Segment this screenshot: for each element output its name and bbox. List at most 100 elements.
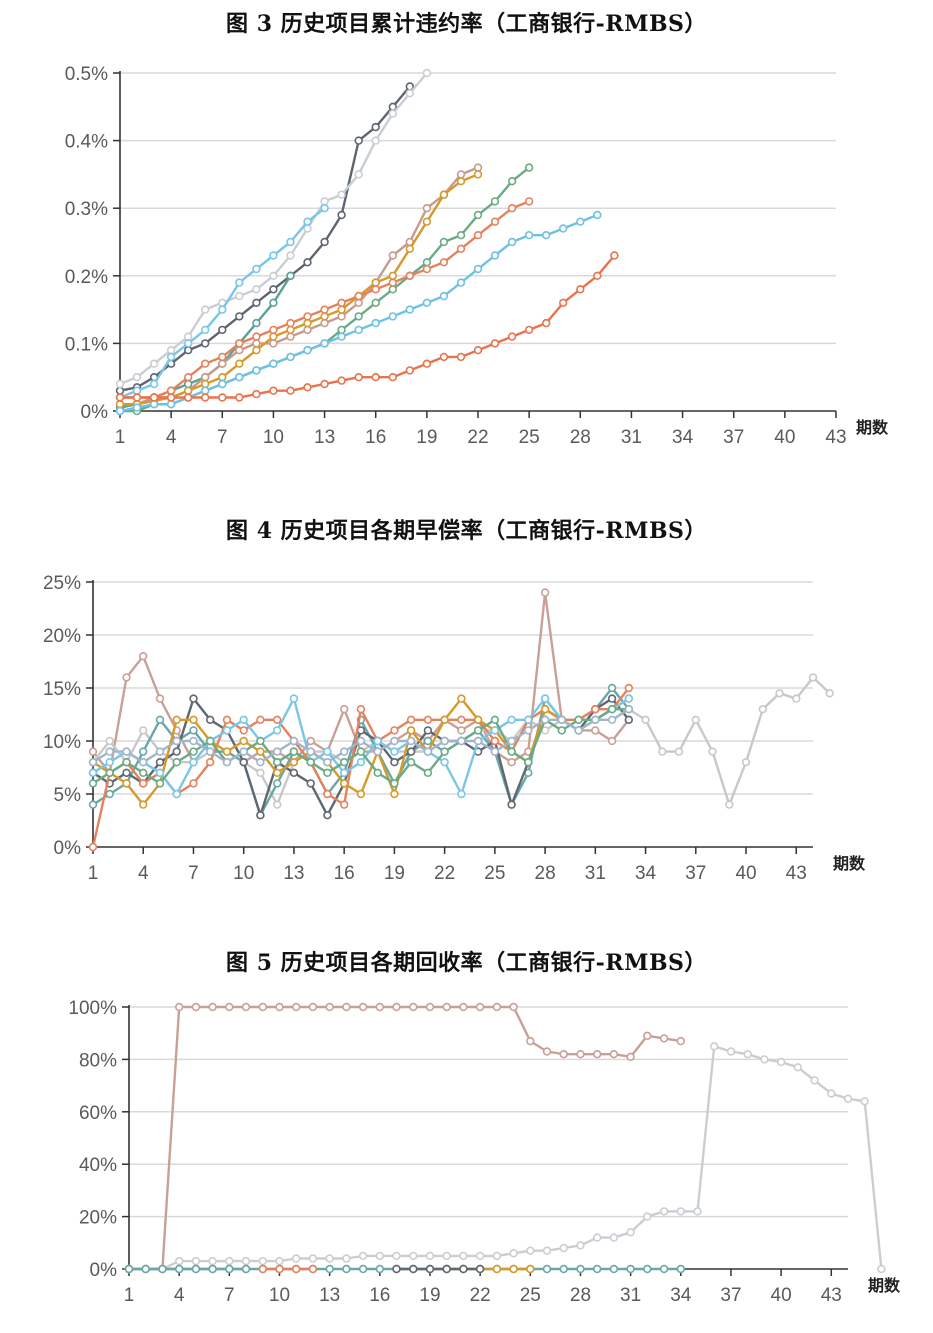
data-point[interactable] <box>155 768 165 777</box>
data-point[interactable] <box>239 726 248 735</box>
data-point[interactable] <box>320 339 329 348</box>
data-point[interactable] <box>576 217 585 226</box>
data-point[interactable] <box>406 736 416 746</box>
data-point[interactable] <box>337 298 346 307</box>
data-point[interactable] <box>743 1050 752 1059</box>
data-point[interactable] <box>337 210 346 220</box>
data-point[interactable] <box>189 726 198 735</box>
data-point[interactable] <box>371 373 380 382</box>
data-point[interactable] <box>624 715 633 725</box>
data-point[interactable] <box>239 758 248 767</box>
data-point[interactable] <box>235 393 244 402</box>
data-point[interactable] <box>390 747 399 756</box>
data-point[interactable] <box>256 768 265 777</box>
data-point[interactable] <box>115 406 125 416</box>
data-point[interactable] <box>526 1036 535 1046</box>
data-point[interactable] <box>423 736 433 746</box>
data-point[interactable] <box>691 715 700 725</box>
data-point[interactable] <box>877 1264 886 1274</box>
data-point[interactable] <box>388 271 397 280</box>
data-point[interactable] <box>456 177 466 186</box>
data-point[interactable] <box>542 1264 552 1274</box>
data-point[interactable] <box>507 177 517 186</box>
data-point[interactable] <box>406 715 416 725</box>
data-point[interactable] <box>320 312 329 321</box>
data-point[interactable] <box>607 705 617 714</box>
data-point[interactable] <box>303 217 312 226</box>
data-point[interactable] <box>456 244 466 254</box>
data-point[interactable] <box>843 1094 853 1103</box>
data-point[interactable] <box>155 715 165 725</box>
data-point[interactable] <box>356 705 366 714</box>
data-point[interactable] <box>105 736 114 746</box>
data-point[interactable] <box>225 1256 234 1266</box>
data-point[interactable] <box>405 244 414 254</box>
data-point[interactable] <box>323 768 332 777</box>
data-point[interactable] <box>524 325 534 335</box>
data-point[interactable] <box>442 1002 451 1012</box>
data-point[interactable] <box>610 251 619 260</box>
data-point[interactable] <box>457 715 466 725</box>
data-point[interactable] <box>425 1002 435 1012</box>
data-point[interactable] <box>306 747 315 756</box>
data-point[interactable] <box>405 89 414 98</box>
data-point[interactable] <box>124 1264 134 1274</box>
data-point[interactable] <box>184 386 193 395</box>
data-point[interactable] <box>208 1264 217 1274</box>
data-point[interactable] <box>741 758 751 767</box>
data-point[interactable] <box>206 747 215 756</box>
data-point[interactable] <box>289 768 299 777</box>
data-point[interactable] <box>235 278 244 287</box>
data-point[interactable] <box>166 393 176 402</box>
data-point[interactable] <box>409 1264 418 1274</box>
data-point[interactable] <box>166 346 176 355</box>
data-point[interactable] <box>105 768 114 777</box>
data-point[interactable] <box>439 291 449 301</box>
data-point[interactable] <box>810 1076 819 1085</box>
data-point[interactable] <box>149 379 159 389</box>
data-point[interactable] <box>273 715 282 725</box>
data-point[interactable] <box>269 298 278 307</box>
data-point[interactable] <box>693 1207 702 1216</box>
data-point[interactable] <box>459 1002 468 1012</box>
data-point[interactable] <box>793 1063 802 1072</box>
data-point[interactable] <box>342 1002 351 1012</box>
data-point[interactable] <box>175 1264 184 1274</box>
data-point[interactable] <box>88 779 98 788</box>
data-point[interactable] <box>206 736 215 746</box>
data-point[interactable] <box>256 747 265 756</box>
data-point[interactable] <box>325 1264 334 1274</box>
data-point[interactable] <box>390 758 399 767</box>
data-point[interactable] <box>559 1050 568 1059</box>
data-point[interactable] <box>235 346 244 355</box>
data-point[interactable] <box>115 393 125 402</box>
data-point[interactable] <box>88 768 98 777</box>
data-point[interactable] <box>252 332 261 341</box>
data-point[interactable] <box>659 1264 669 1274</box>
data-point[interactable] <box>473 210 483 220</box>
data-point[interactable] <box>337 312 346 321</box>
data-point[interactable] <box>475 1264 485 1274</box>
data-point[interactable] <box>275 1002 284 1012</box>
data-point[interactable] <box>201 393 210 402</box>
data-point[interactable] <box>323 789 332 799</box>
data-point[interactable] <box>340 705 349 714</box>
data-point[interactable] <box>507 332 517 341</box>
data-point[interactable] <box>392 1002 401 1012</box>
data-point[interactable] <box>325 1254 334 1263</box>
data-point[interactable] <box>507 715 516 725</box>
data-point[interactable] <box>303 325 312 335</box>
data-point[interactable] <box>473 726 483 735</box>
data-point[interactable] <box>115 379 125 389</box>
data-point[interactable] <box>175 1002 184 1012</box>
data-point[interactable] <box>375 1264 384 1274</box>
data-point[interactable] <box>222 726 232 735</box>
data-point[interactable] <box>235 312 244 321</box>
data-point[interactable] <box>292 1254 301 1263</box>
data-point[interactable] <box>222 715 232 725</box>
data-point[interactable] <box>184 373 193 382</box>
data-point[interactable] <box>626 1052 635 1062</box>
data-point[interactable] <box>405 366 414 375</box>
data-point[interactable] <box>459 1264 468 1274</box>
data-point[interactable] <box>239 715 248 725</box>
